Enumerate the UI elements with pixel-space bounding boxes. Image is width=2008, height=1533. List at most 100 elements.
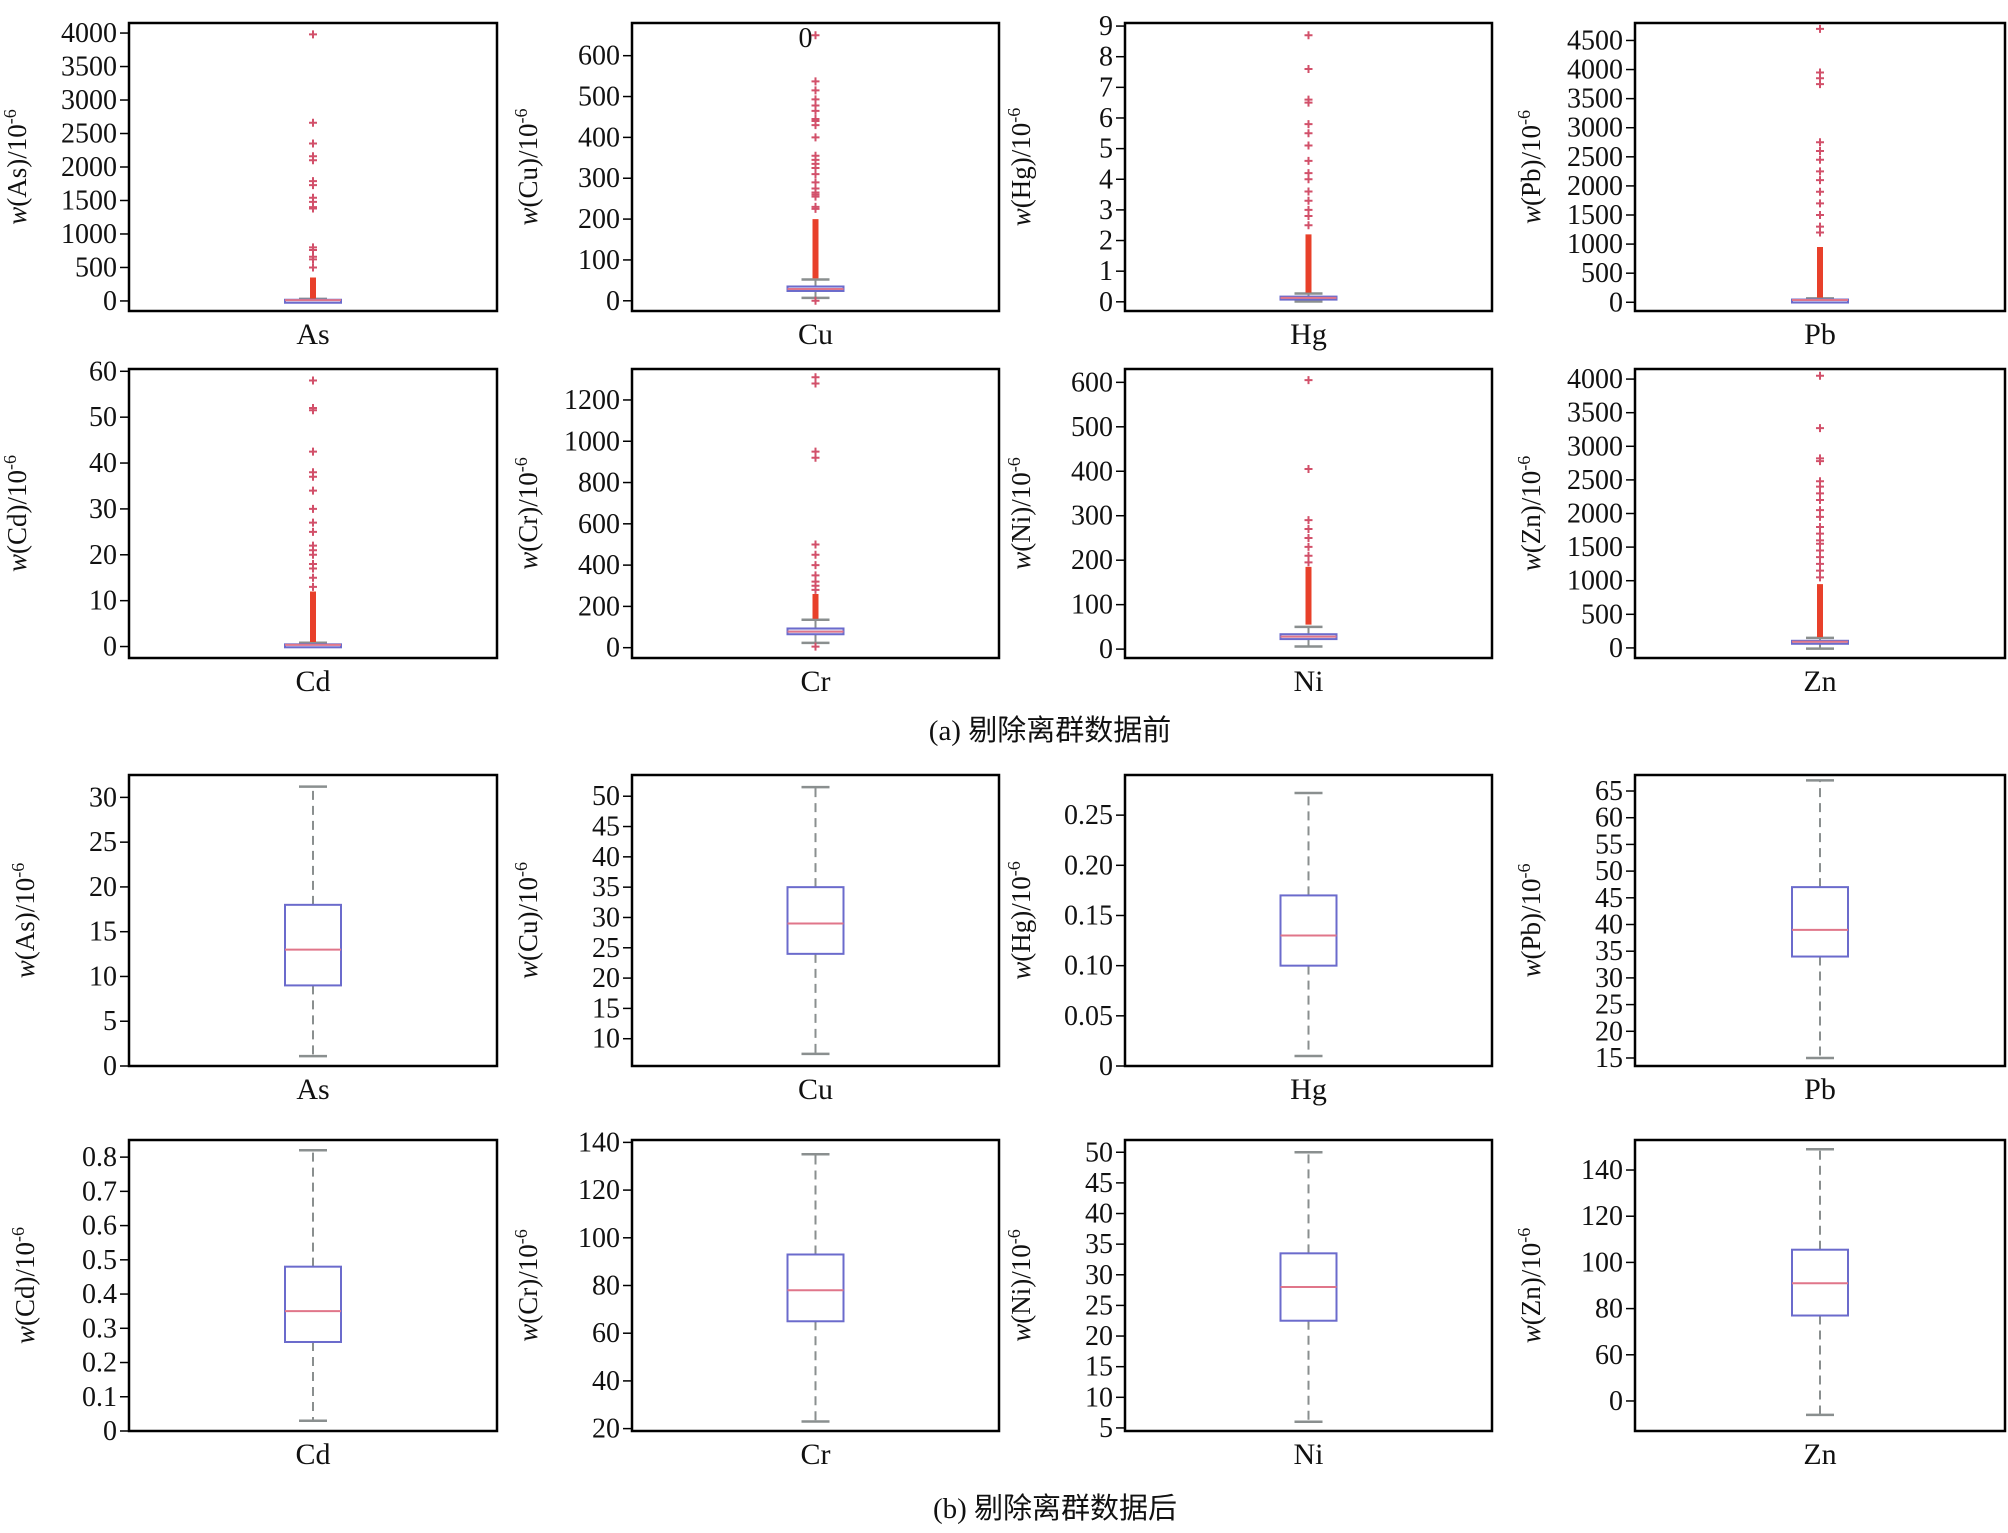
y-tick-label: 50: [1595, 856, 1623, 887]
outlier-point: [1816, 573, 1824, 582]
outlier-point: [309, 263, 317, 272]
outlier-point: [1304, 175, 1313, 184]
ylabel-exponent: -6: [511, 862, 531, 877]
ylabel-exponent: -6: [1514, 110, 1534, 125]
y-tick-label: 0: [1099, 634, 1113, 665]
outlier-point: [1304, 120, 1313, 129]
y-tick-label: 2500: [1567, 142, 1623, 173]
y-tick-label: 30: [1085, 1260, 1113, 1291]
y-tick-label: 140: [578, 1127, 620, 1158]
outlier-point: [1816, 512, 1824, 521]
y-tick-label: 4000: [61, 18, 117, 49]
outlier-point: [309, 486, 317, 495]
y-tick-label: 200: [1071, 545, 1113, 576]
panel-a-cd: 0 10 20 30 40 50 60 w(Cd)/10-6 Cd: [0, 356, 499, 698]
ylabel-text: (Ni)/10: [1006, 1244, 1036, 1323]
y-tick-label: 8: [1099, 42, 1113, 73]
y-tick-label: 120: [1581, 1201, 1623, 1232]
y-tick-label: 0: [103, 1416, 117, 1447]
y-tick-label: 300: [578, 163, 620, 194]
ylabel-var: w: [1516, 1325, 1546, 1343]
ylabel-exponent: -6: [1514, 456, 1534, 471]
y-tick-label: 400: [1071, 456, 1113, 487]
y-tick-label: 120: [578, 1175, 620, 1206]
y-tick-label: 1000: [61, 219, 117, 250]
y-tick-label: 200: [578, 204, 620, 235]
x-tick-label: Ni: [1294, 1438, 1324, 1471]
y-tick-label: 100: [1071, 590, 1113, 621]
y-tick-label: 80: [592, 1271, 620, 1302]
y-tick-label: 0: [103, 286, 117, 317]
plot-frame: [1633, 773, 2007, 1068]
y-tick-label: 4000: [1567, 364, 1623, 395]
outlier-point: [1304, 212, 1313, 221]
y-tick-label: 800: [578, 468, 620, 499]
ylabel-var: w: [1006, 1324, 1036, 1342]
outlier-point: [1304, 129, 1313, 138]
outlier-point: [811, 192, 820, 201]
plot-frame: [127, 367, 499, 660]
outlier-point: [1816, 228, 1824, 237]
x-tick-label: Pb: [1804, 318, 1836, 351]
plot-frame: [1633, 1138, 2007, 1433]
ylabel-text: (Pb)/10: [1516, 878, 1546, 959]
y-tick-label: 3500: [61, 52, 117, 83]
plot-frame: [1123, 367, 1494, 660]
x-tick-label: Cu: [798, 318, 833, 351]
outlier-point: [811, 204, 820, 213]
y-tick-label: 0.25: [1064, 800, 1113, 831]
ylabel-var: w: [513, 552, 543, 570]
outlier-point: [1304, 98, 1313, 107]
outlier-point: [309, 406, 317, 415]
outlier-point: [309, 573, 317, 582]
outlier-point: [309, 30, 317, 39]
outlier-point: [1304, 376, 1313, 385]
x-tick-label: Cr: [801, 665, 831, 698]
ylabel-text: (Zn)/10: [1516, 471, 1546, 553]
y-tick-label: 3000: [1567, 431, 1623, 462]
outlier-point: [309, 504, 317, 513]
ylabel-text: (Zn)/10: [1516, 1243, 1546, 1325]
ylabel-var: w: [2, 554, 32, 572]
outlier-point: [1816, 176, 1824, 185]
y-tick-label: 3500: [1567, 398, 1623, 429]
outlier-point: [811, 642, 820, 651]
y-tick-label: 45: [1085, 1168, 1113, 1199]
outlier-point: [1304, 31, 1313, 40]
outlier-point: [1304, 196, 1313, 205]
panel-b-cd: 00.10.2 0.30.40.50.6 0.70.8 w(Cd)/10-6 Cd: [8, 1138, 499, 1471]
y-tick-label: 0.4: [82, 1279, 117, 1310]
outlier-point: [1304, 141, 1313, 150]
outlier-point: [309, 527, 317, 536]
outlier-point: [309, 118, 317, 127]
x-tick-label: Ni: [1294, 665, 1324, 698]
outlier-point: [1816, 24, 1824, 33]
ylabel-var: w: [1516, 553, 1546, 571]
y-tick-label: 0.15: [1064, 900, 1113, 931]
y-tick-label: 35: [1085, 1229, 1113, 1260]
y-tick-label: 7: [1099, 72, 1113, 103]
iqr-box: [786, 1253, 845, 1323]
y-axis-label: w(As)/10-6: [0, 109, 32, 225]
outlier-point: [1816, 566, 1824, 575]
outlier-point: [811, 561, 820, 570]
y-tick-label: 5: [103, 1006, 117, 1037]
outlier-point: [811, 585, 820, 594]
ylabel-text: (As)/10: [2, 124, 32, 207]
plot-frame: [127, 1138, 499, 1433]
outlier-point: [309, 181, 317, 190]
outlier-point: [1816, 147, 1824, 155]
panel-a-cr: 0 200 400 600 800 1000 1200 w(Cr)/10-6 Cr: [511, 367, 1001, 698]
ylabel-exponent: -6: [8, 863, 28, 878]
panel-b-as: 0 5 10 15 20 25 30 w(As)/10-6 As: [8, 773, 499, 1106]
outlier-point: [1816, 155, 1824, 164]
x-tick-label: Hg: [1290, 318, 1327, 351]
y-tick-label: 0: [103, 1051, 117, 1082]
plot-frame: [630, 21, 1001, 313]
caption-a: (a) 剔除离群数据前: [929, 714, 1171, 747]
ylabel-text: (Cd)/10: [10, 1242, 40, 1326]
outlier-point: [811, 77, 820, 86]
y-tick-label: 45: [592, 812, 620, 843]
ylabel-exponent: -6: [0, 455, 20, 470]
